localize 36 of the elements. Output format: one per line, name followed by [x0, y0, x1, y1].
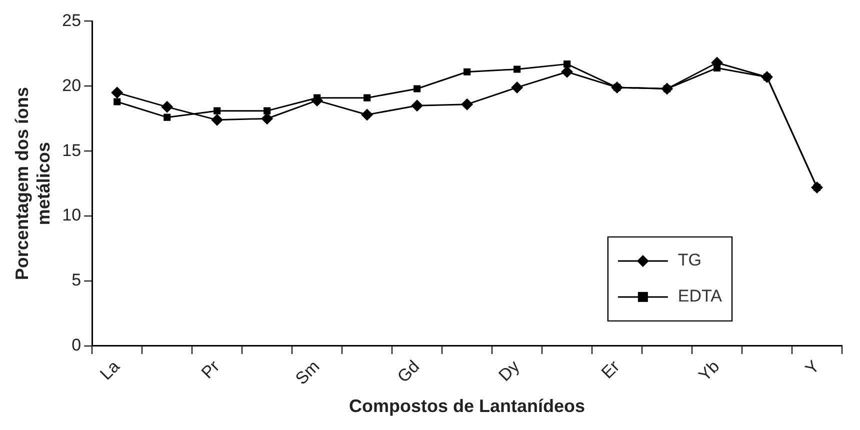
- point: [161, 100, 174, 113]
- point: [264, 107, 271, 114]
- point: [364, 94, 371, 102]
- x-tick-label: Pr: [198, 356, 224, 382]
- point: [564, 60, 571, 68]
- y-tick-label: 15: [62, 140, 82, 160]
- point: [514, 66, 521, 73]
- x-tick-label: Y: [802, 356, 824, 378]
- point: [511, 81, 524, 94]
- point: [411, 100, 424, 112]
- point: [211, 114, 224, 126]
- y-tick-label: 20: [62, 76, 82, 95]
- x-tick-label: Dy: [495, 356, 524, 385]
- x-tick-label: Er: [598, 356, 624, 382]
- x-tick-label: Yb: [695, 356, 724, 386]
- y-tick-label: 25: [62, 10, 82, 30]
- point: [111, 86, 124, 99]
- x-tick-label: La: [96, 356, 124, 384]
- point: [761, 71, 774, 84]
- point: [261, 112, 274, 125]
- x-axis-title: Compostos de Lantanídeos: [349, 396, 586, 416]
- point: [461, 98, 474, 110]
- point: [464, 68, 471, 76]
- legend-label: TG: [678, 250, 702, 270]
- y-tick-label: 10: [62, 206, 82, 225]
- point: [414, 85, 421, 92]
- legend-label: EDTA: [678, 286, 723, 306]
- x-tick-label: Sm: [292, 356, 324, 388]
- y-axis-title: Porcentagem dos íons metálicos: [12, 87, 54, 280]
- point: [214, 107, 221, 114]
- point: [361, 108, 374, 121]
- point: [114, 98, 121, 106]
- point: [164, 114, 171, 121]
- x-tick-label: Gd: [394, 356, 424, 386]
- y-tick-label: 0: [72, 336, 82, 355]
- y-tick-label: 5: [72, 270, 82, 290]
